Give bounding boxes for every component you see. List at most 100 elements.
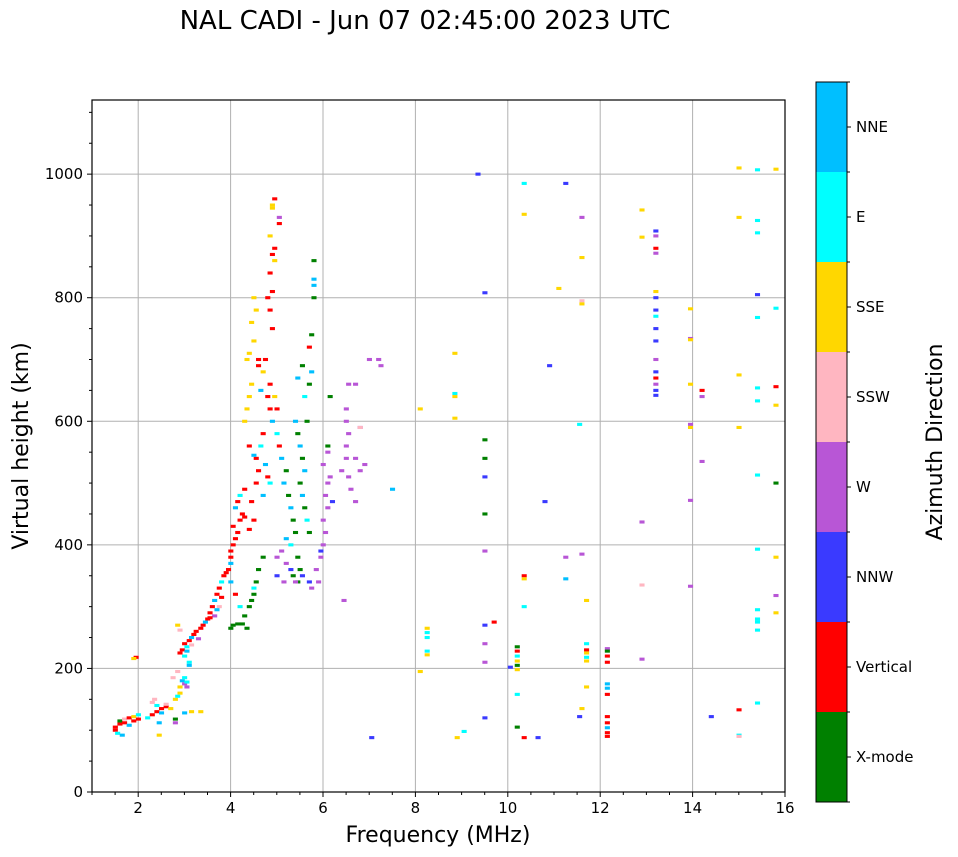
data-point <box>251 586 257 590</box>
data-point <box>736 166 742 170</box>
data-point <box>228 626 234 630</box>
data-point <box>272 246 278 250</box>
data-point <box>452 351 458 355</box>
data-point <box>212 614 218 618</box>
data-point <box>687 498 694 502</box>
data-point <box>184 680 190 684</box>
data-point <box>175 669 181 674</box>
data-point <box>172 697 178 701</box>
data-point <box>156 733 162 737</box>
data-point <box>563 181 569 185</box>
data-point <box>237 493 243 497</box>
data-point <box>175 623 181 627</box>
data-point <box>297 444 303 448</box>
data-point <box>269 327 275 331</box>
data-point <box>346 432 352 436</box>
data-point <box>131 719 137 723</box>
data-point <box>189 643 195 647</box>
data-point <box>687 422 694 426</box>
data-point <box>736 215 742 219</box>
data-point <box>584 655 590 659</box>
data-point <box>246 527 252 531</box>
data-point <box>225 568 232 572</box>
data-point <box>256 469 262 473</box>
data-point <box>754 608 761 612</box>
data-point <box>639 583 645 587</box>
data-point <box>452 395 458 399</box>
data-point <box>754 473 761 477</box>
data-point <box>653 357 659 362</box>
colorbar-swatch <box>816 442 847 532</box>
data-point <box>182 676 188 680</box>
data-point <box>754 231 761 235</box>
data-point <box>172 717 178 721</box>
plot-frame <box>91 99 786 793</box>
data-point <box>260 555 266 559</box>
x-tick-label: 2 <box>133 799 143 817</box>
data-point <box>232 506 238 510</box>
colorbar-swatch <box>816 622 847 712</box>
data-point <box>276 222 282 226</box>
data-point <box>189 635 195 640</box>
data-point <box>258 444 264 448</box>
data-point <box>773 306 779 310</box>
data-point <box>262 357 269 362</box>
colorbar-swatch <box>816 712 847 802</box>
axis-ticks: 2 4 6 8 10 12 14 16 0 200 400 600 800 1000 <box>45 111 795 817</box>
data-point <box>325 444 331 448</box>
data-point <box>232 592 238 596</box>
data-point <box>579 707 585 711</box>
data-point <box>604 731 610 735</box>
data-point <box>246 605 252 609</box>
data-point <box>184 649 190 653</box>
data-point <box>653 229 659 233</box>
data-point <box>112 725 118 729</box>
data-point <box>195 637 202 641</box>
data-point <box>269 289 275 294</box>
data-point <box>311 277 317 281</box>
data-point <box>584 642 590 646</box>
data-point <box>309 370 315 374</box>
data-point <box>424 653 430 657</box>
data-point <box>542 500 548 504</box>
colorbar-tick-label: SSE <box>856 298 885 316</box>
data-point <box>653 376 659 380</box>
data-point <box>232 537 238 541</box>
data-point <box>579 256 585 260</box>
data-point <box>378 364 384 368</box>
data-point <box>323 530 329 535</box>
data-point <box>214 608 220 612</box>
data-point <box>653 246 659 250</box>
data-point <box>131 715 137 719</box>
data-point <box>182 642 188 646</box>
x-tick-label: 14 <box>683 799 702 817</box>
data-point <box>184 685 190 689</box>
data-point <box>253 580 259 584</box>
data-point <box>306 382 312 386</box>
data-point <box>260 432 266 436</box>
data-point <box>773 593 779 598</box>
y-tick-label: 1000 <box>45 165 83 183</box>
x-tick-label: 12 <box>591 799 610 817</box>
data-point <box>249 598 255 603</box>
data-point <box>251 518 257 522</box>
data-point <box>230 623 236 627</box>
data-point <box>154 703 160 708</box>
data-point <box>179 648 185 652</box>
colorbar-swatch <box>816 172 847 262</box>
data-point <box>653 289 659 294</box>
data-point <box>170 676 176 680</box>
data-point <box>274 432 280 436</box>
data-point <box>304 518 310 522</box>
data-point <box>122 717 128 721</box>
data-point <box>200 623 206 627</box>
data-point <box>604 734 610 738</box>
data-point <box>267 382 273 386</box>
data-point <box>754 617 761 621</box>
data-point <box>639 235 645 239</box>
data-point <box>639 208 645 212</box>
data-point <box>122 721 128 725</box>
x-tick-label: 4 <box>226 799 236 817</box>
data-point <box>563 577 569 581</box>
data-point <box>179 679 185 683</box>
